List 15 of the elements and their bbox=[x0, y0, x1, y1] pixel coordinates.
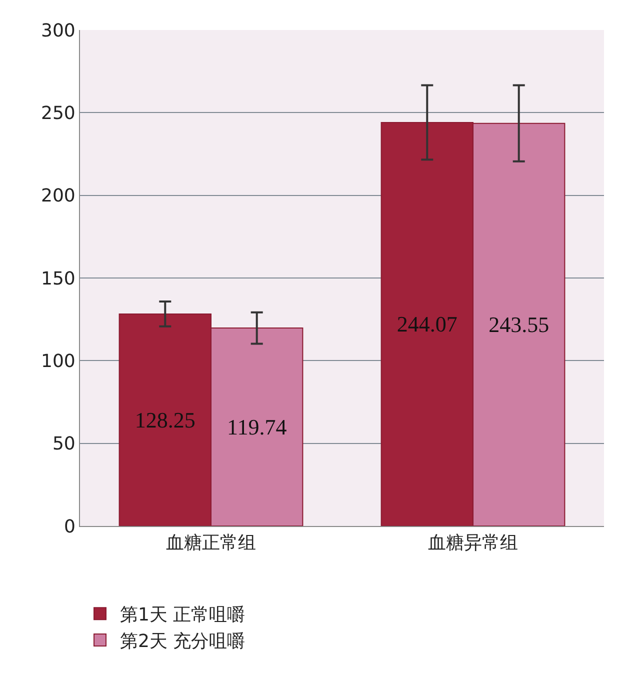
y-tick-label: 0 bbox=[64, 516, 76, 538]
y-tick-label: 250 bbox=[41, 102, 76, 124]
x-tick-label: 血糖异常组 bbox=[428, 532, 518, 554]
data-label: 243.55 bbox=[488, 312, 550, 338]
data-label: 244.07 bbox=[396, 312, 458, 337]
y-tick-label: 300 bbox=[41, 20, 76, 42]
legend-label: 第2天 充分咀嚼 bbox=[120, 631, 246, 652]
x-tick-label: 血糖正常组 bbox=[166, 532, 256, 554]
legend-label: 第1天 正常咀嚼 bbox=[120, 604, 246, 626]
data-label: 119.74 bbox=[227, 414, 287, 440]
y-tick-label: 100 bbox=[41, 350, 76, 372]
y-tick-label: 150 bbox=[41, 268, 76, 290]
y-tick-label: 50 bbox=[52, 434, 76, 455]
data-label: 128.25 bbox=[134, 407, 196, 432]
y-tick-label: 200 bbox=[41, 186, 76, 207]
